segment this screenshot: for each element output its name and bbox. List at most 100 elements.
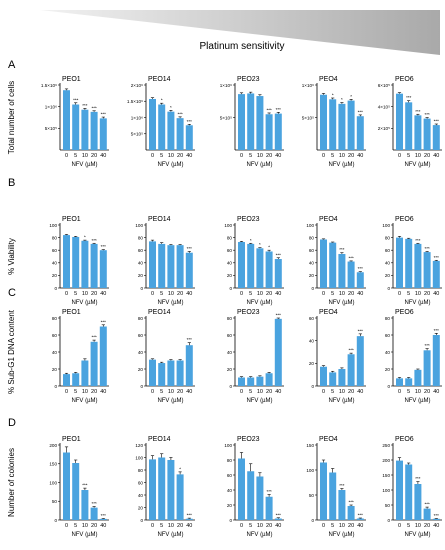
- chart-title: PEO23: [237, 436, 260, 443]
- x-tick-label: 10: [257, 523, 263, 529]
- bar: [405, 464, 413, 520]
- chart-title: PEO23: [237, 76, 260, 83]
- significance-marker: ***: [187, 337, 193, 342]
- significance-marker: ***: [339, 247, 345, 252]
- y-tick-label: 20: [309, 273, 315, 278]
- x-tick-label: 40: [100, 291, 106, 297]
- row-ylabel: % Viability: [7, 238, 16, 275]
- x-tick-label: 10: [339, 523, 345, 529]
- bar: [72, 373, 80, 386]
- y-tick-label: 40: [227, 261, 233, 266]
- bar: [158, 363, 166, 386]
- x-tick-label: 40: [275, 523, 281, 529]
- significance-marker: ***: [82, 483, 88, 488]
- significance-marker: *: [84, 235, 86, 240]
- x-axis-label: NFV (µM): [246, 300, 272, 306]
- y-tick-label: 0: [54, 518, 57, 523]
- x-tick-label: 40: [433, 291, 439, 297]
- chart-title: PEO6: [395, 309, 414, 316]
- x-tick-label: 5: [331, 291, 334, 297]
- x-axis-label: NFV (µM): [404, 398, 430, 404]
- chart-title: PEO1: [62, 76, 81, 83]
- x-axis-label: NFV (µM): [157, 532, 183, 538]
- y-tick-label: 60: [138, 333, 144, 338]
- chart-title: PEO14: [148, 309, 171, 316]
- x-tick-label: 20: [266, 523, 272, 529]
- significance-marker: ***: [434, 513, 440, 518]
- x-axis-label: NFV (µM): [328, 162, 354, 168]
- x-tick-label: 5: [249, 389, 252, 395]
- y-tick-label: 100: [224, 223, 232, 228]
- bar: [72, 236, 80, 288]
- bar: [347, 354, 355, 386]
- bar: [185, 252, 193, 288]
- significance-marker: ***: [276, 107, 282, 112]
- x-tick-label: 5: [74, 389, 77, 395]
- y-tick-label: 100: [382, 223, 390, 228]
- y-tick-label: 80: [138, 468, 144, 473]
- y-tick-label: 40: [309, 338, 315, 343]
- y-tick-label: 60: [227, 248, 233, 253]
- y-tick-label: 40: [138, 261, 144, 266]
- y-tick-label: 200: [382, 458, 390, 463]
- y-tick-label: 1×10⁶: [220, 83, 232, 88]
- bar: [185, 345, 193, 386]
- significance-marker: ***: [358, 109, 364, 114]
- bar: [432, 260, 440, 288]
- x-tick-label: 0: [65, 291, 68, 297]
- x-tick-label: 20: [177, 389, 183, 395]
- bar: [432, 335, 440, 386]
- x-axis-label: NFV (µM): [71, 532, 97, 538]
- x-tick-label: 20: [424, 153, 430, 159]
- significance-marker: ***: [101, 244, 107, 249]
- bar: [356, 272, 364, 288]
- bar: [81, 109, 89, 150]
- bar: [158, 457, 166, 520]
- y-tick-label: 20: [138, 505, 144, 510]
- y-tick-label: 60: [309, 248, 315, 253]
- bar: [396, 378, 403, 386]
- x-tick-label: 5: [407, 523, 410, 529]
- bar: [256, 96, 264, 150]
- x-tick-label: 5: [160, 389, 163, 395]
- x-tick-label: 10: [339, 389, 345, 395]
- significance-marker: ***: [415, 476, 421, 481]
- bar: [238, 94, 245, 150]
- x-tick-label: 5: [331, 153, 334, 159]
- y-tick-label: 60: [52, 333, 58, 338]
- x-tick-label: 5: [331, 523, 334, 529]
- significance-marker: ***: [424, 343, 430, 348]
- y-tick-label: 1×10⁶: [45, 104, 57, 109]
- significance-marker: *: [332, 93, 334, 98]
- chart-title: PEO23: [237, 216, 260, 223]
- x-tick-label: 10: [415, 291, 421, 297]
- x-tick-label: 10: [339, 153, 345, 159]
- bar: [423, 508, 431, 520]
- bar: [149, 241, 156, 288]
- y-tick-label: 5×10⁵: [131, 132, 143, 137]
- y-tick-label: 100: [135, 455, 143, 460]
- y-tick-label: 20: [227, 273, 233, 278]
- bar: [90, 507, 98, 520]
- x-axis-label: NFV (µM): [404, 300, 430, 306]
- y-tick-label: 50: [385, 503, 391, 508]
- x-tick-label: 40: [357, 291, 363, 297]
- panel-letter-D: D: [8, 417, 16, 429]
- bar: [176, 118, 184, 150]
- x-tick-label: 40: [100, 389, 106, 395]
- chart-title: PEO14: [148, 216, 171, 223]
- y-tick-label: 0: [140, 286, 143, 291]
- chart-A-PEO14: PEO14 5×10⁵ 1×10⁶ 1.5×10⁶ 2×10⁶ 0 * 5 * 10 *** 20 **…: [127, 76, 195, 168]
- significance-marker: ***: [266, 107, 272, 112]
- x-tick-label: 10: [168, 389, 174, 395]
- bar: [158, 243, 166, 288]
- x-axis-label: NFV (µM): [328, 532, 354, 538]
- y-tick-label: 60: [227, 473, 233, 478]
- y-tick-label: 50: [309, 493, 315, 498]
- bar: [81, 490, 89, 520]
